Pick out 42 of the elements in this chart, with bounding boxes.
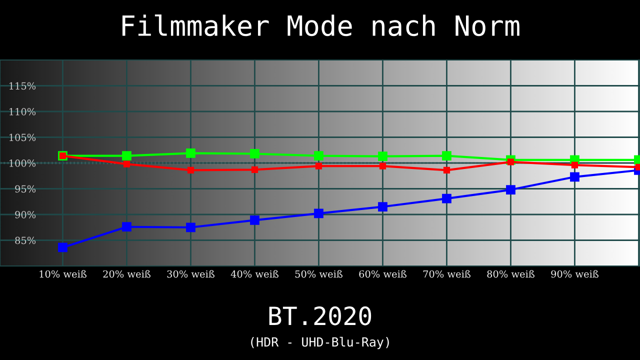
point bbox=[122, 151, 132, 160]
point bbox=[186, 222, 196, 232]
y-tick-label: 115% bbox=[10, 82, 36, 90]
x-tick-label: 30% weiß bbox=[167, 270, 214, 278]
x-tick-label: 60% weiß bbox=[359, 270, 406, 278]
point bbox=[187, 166, 194, 174]
point bbox=[443, 166, 450, 174]
text: (HDR - UHD-Blu-Ray) bbox=[251, 336, 389, 350]
point bbox=[123, 160, 130, 168]
point bbox=[250, 215, 260, 225]
point bbox=[570, 172, 580, 182]
point bbox=[186, 148, 196, 158]
x-tick-label: 90% weiß bbox=[551, 270, 598, 278]
point bbox=[506, 185, 516, 194]
point bbox=[250, 149, 260, 158]
text: BT.2020 bbox=[269, 306, 372, 326]
point bbox=[442, 151, 452, 160]
point bbox=[378, 202, 388, 212]
chart-title: Filmmaker Mode nach Norm bbox=[122, 14, 520, 36]
point bbox=[442, 194, 452, 204]
point bbox=[314, 208, 324, 218]
point bbox=[507, 158, 514, 166]
x-tick-label: 70% weiß bbox=[423, 270, 470, 278]
x-tick-label: 20% weiß bbox=[103, 270, 150, 278]
y-tick-label: 105% bbox=[10, 134, 36, 142]
y-tick-label: 100% bbox=[10, 159, 36, 167]
point bbox=[571, 162, 578, 168]
x-tick-label: 80% weiß bbox=[487, 270, 534, 278]
point bbox=[378, 152, 388, 161]
x-tick-label: 50% weiß bbox=[295, 270, 342, 278]
x-tick-label: 40% weiß bbox=[230, 270, 278, 278]
point bbox=[379, 162, 386, 170]
point bbox=[251, 166, 258, 173]
point bbox=[58, 242, 68, 252]
x-tick-label: 10% weiß bbox=[40, 270, 86, 278]
y-tick-label: 85% bbox=[15, 236, 36, 244]
y-tick-label: 95% bbox=[15, 185, 36, 193]
point bbox=[315, 162, 322, 170]
y-tick-label: 90% bbox=[15, 210, 36, 218]
y-tick-label: 110% bbox=[10, 108, 36, 116]
point bbox=[122, 222, 132, 232]
point bbox=[314, 151, 324, 160]
